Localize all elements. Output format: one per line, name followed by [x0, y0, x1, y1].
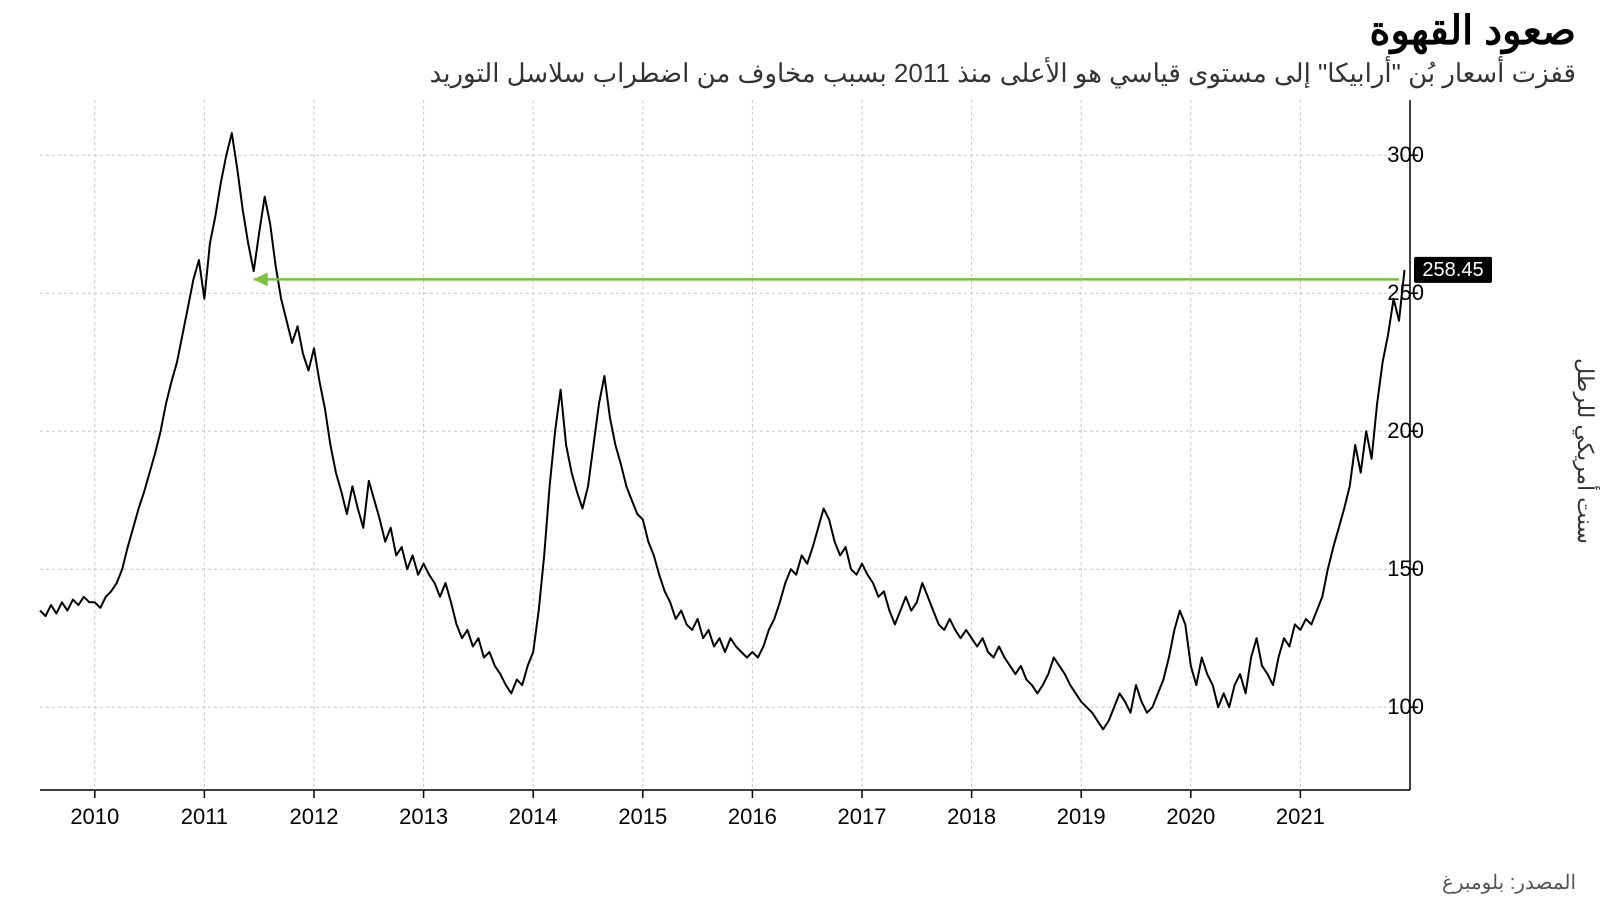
x-tick-label: 2018: [947, 804, 996, 829]
x-tick-label: 2013: [399, 804, 448, 829]
y-tick-label: 100: [1387, 694, 1424, 719]
x-tick-label: 2016: [728, 804, 777, 829]
chart-subtitle: قفزت أسعار بُن "أرابيكا" إلى مستوى قياسي…: [430, 58, 1576, 89]
x-tick-label: 2020: [1166, 804, 1215, 829]
y-tick-label: 200: [1387, 418, 1424, 443]
chart-title: صعود القهوة: [1370, 8, 1576, 54]
x-tick-label: 2014: [509, 804, 558, 829]
line-chart: 1001502002503002010201120122013201420152…: [30, 100, 1510, 850]
chart-source: المصدر: بلومبرغ: [1442, 870, 1576, 895]
y-tick-label: 150: [1387, 556, 1424, 581]
reference-arrowhead: [254, 272, 268, 286]
x-tick-label: 2011: [181, 804, 228, 829]
price-callout-value: 258.45: [1422, 259, 1483, 281]
y-axis-label: سنت أمريكي للرطل: [1572, 358, 1598, 544]
x-tick-label: 2015: [618, 804, 667, 829]
x-tick-label: 2017: [838, 804, 887, 829]
x-tick-label: 2010: [70, 804, 119, 829]
y-tick-label: 300: [1387, 142, 1424, 167]
x-tick-label: 2012: [290, 804, 339, 829]
x-tick-label: 2021: [1276, 804, 1325, 829]
chart-area: 1001502002503002010201120122013201420152…: [30, 100, 1510, 850]
x-tick-label: 2019: [1057, 804, 1106, 829]
